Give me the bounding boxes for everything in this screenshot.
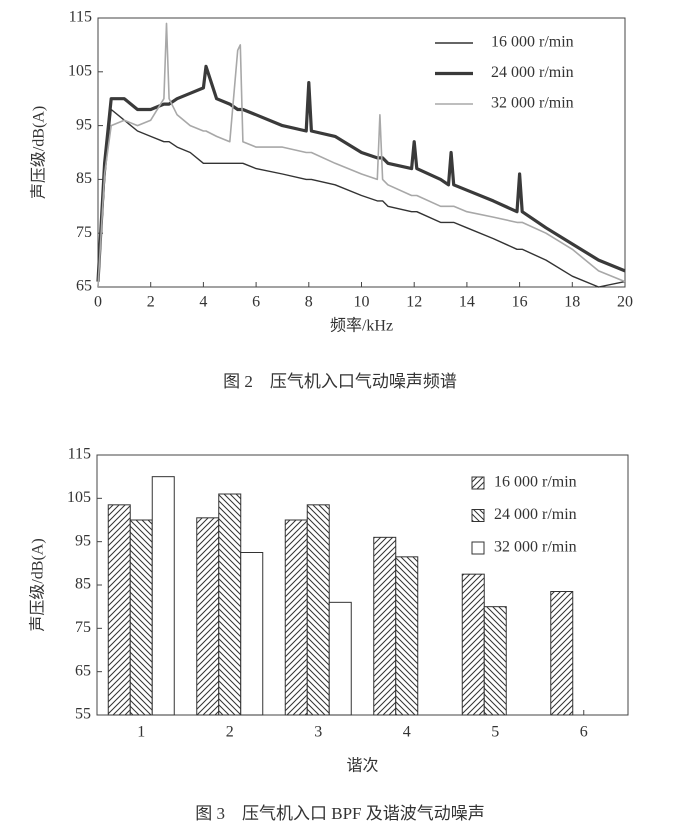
- y-tick-label: 85: [76, 170, 92, 187]
- x-tick-label: 12: [406, 294, 422, 311]
- legend-label: 24 000 r/min: [494, 506, 577, 523]
- figure-caption: 图 3 压气机入口 BPF 及谐波气动噪声: [195, 804, 485, 823]
- bar: [483, 606, 507, 716]
- bar: [550, 591, 574, 716]
- y-tick-label: 105: [67, 489, 91, 506]
- y-axis-label: 声压级/dB(A): [30, 106, 48, 199]
- y-tick-label: 105: [68, 62, 92, 79]
- x-axis-label: 谐次: [346, 757, 378, 775]
- legend-label: 16 000 r/min: [491, 34, 574, 51]
- x-tick-label: 10: [354, 294, 370, 311]
- x-tick-label: 1: [137, 724, 145, 741]
- bar: [284, 519, 308, 716]
- legend-label: 16 000 r/min: [494, 474, 577, 491]
- x-tick-label: 2: [147, 294, 155, 311]
- y-tick-label: 85: [75, 576, 91, 593]
- x-tick-label: 18: [564, 294, 580, 311]
- bar: [218, 493, 242, 716]
- legend-label: 32 000 r/min: [491, 95, 574, 112]
- y-tick-label: 75: [76, 224, 92, 241]
- bar: [240, 552, 264, 716]
- x-tick-label: 6: [252, 294, 260, 311]
- y-tick-label: 55: [75, 706, 91, 723]
- x-tick-label: 14: [459, 294, 475, 311]
- x-tick-label: 5: [491, 724, 499, 741]
- x-tick-label: 8: [305, 294, 313, 311]
- y-tick-label: 115: [68, 446, 91, 463]
- spectrum-line: [97, 108, 626, 288]
- x-tick-label: 0: [94, 294, 102, 311]
- x-tick-label: 3: [314, 724, 322, 741]
- y-tick-label: 115: [69, 9, 92, 26]
- x-tick-label: 6: [580, 724, 588, 741]
- legend-swatch: [471, 541, 485, 555]
- x-tick-label: 16: [512, 294, 528, 311]
- y-tick-label: 95: [76, 116, 92, 133]
- figure-caption: 图 2 压气机入口气动噪声频谱: [223, 372, 457, 391]
- bar: [373, 536, 397, 716]
- y-axis-label: 声压级/dB(A): [29, 538, 47, 631]
- y-tick-label: 75: [75, 619, 91, 636]
- y-tick-label: 65: [75, 662, 91, 679]
- legend-swatch: [471, 509, 485, 522]
- bar: [328, 601, 352, 716]
- y-tick-label: 65: [76, 278, 92, 295]
- bar: [107, 504, 131, 716]
- legend-swatch: [471, 476, 485, 490]
- bar: [461, 573, 485, 716]
- x-tick-label: 20: [617, 294, 633, 311]
- bar: [395, 556, 419, 716]
- bar: [151, 476, 175, 716]
- legend-label: 32 000 r/min: [494, 539, 577, 556]
- spectrum-line: [97, 22, 626, 288]
- x-tick-label: 4: [403, 724, 411, 741]
- bar: [196, 517, 220, 716]
- bar: [306, 504, 330, 716]
- x-tick-label: 2: [226, 724, 234, 741]
- x-tick-label: 4: [199, 294, 207, 311]
- spectrum-line: [96, 64, 626, 282]
- legend-label: 24 000 r/min: [491, 64, 574, 81]
- bar: [129, 519, 153, 716]
- plot-frame: [96, 454, 629, 716]
- x-axis-label: 频率/kHz: [330, 317, 393, 335]
- y-tick-label: 95: [75, 532, 91, 549]
